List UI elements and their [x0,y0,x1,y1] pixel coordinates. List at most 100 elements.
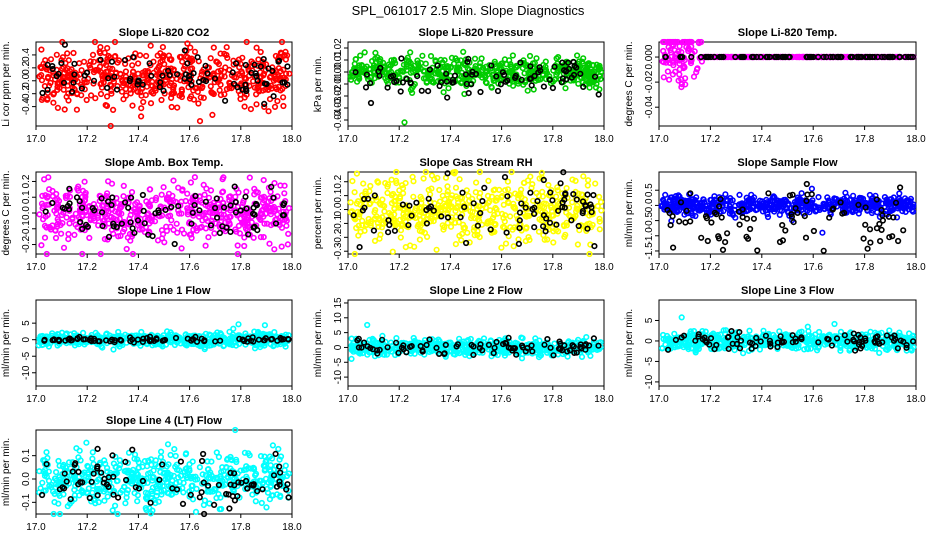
y-tick-label: 0.1 [333,188,344,202]
data-point [539,72,547,79]
x-tick-label: 17.0 [26,262,46,273]
data-point [374,178,381,185]
data-point [387,62,394,69]
flagged-point [195,78,203,86]
data-point [50,99,57,106]
flagged-point [229,69,236,76]
series-points [36,174,293,258]
data-point [153,66,160,74]
data-point [186,231,193,238]
flagged-point [512,72,519,80]
data-point [352,56,359,63]
data-point [102,61,110,69]
data-point [584,177,592,184]
data-point [147,42,154,49]
flagged-point [867,239,874,246]
data-point [551,340,558,347]
data-point [219,189,226,196]
data-point [90,58,97,65]
flagged-point [160,87,167,94]
data-point [202,225,209,232]
flagged-point [111,73,118,80]
data-point [109,65,116,72]
flagged-point [829,206,836,213]
data-point [477,190,484,197]
data-point [111,38,119,46]
flagged-point [367,79,374,87]
flagged-point [232,199,239,206]
data-point [428,172,436,179]
flagged-point [414,72,421,80]
data-point [569,199,576,206]
data-point [595,193,603,200]
data-point [389,248,396,255]
flagged-point [367,99,375,107]
data-point [280,94,287,101]
data-point [420,175,427,182]
data-point [104,68,112,75]
data-point [101,49,108,56]
flagged-point [750,215,758,222]
data-point [161,239,168,246]
data-point [476,234,483,241]
data-point [39,192,46,199]
flagged-point [573,196,580,203]
data-point [284,52,291,59]
data-point [448,54,456,62]
data-point [275,205,282,212]
data-point [509,67,516,74]
flagged-point [503,229,510,236]
y-tick-label: 0.0 [644,198,655,212]
data-point [129,102,136,109]
data-point [524,87,531,94]
data-point [824,194,831,201]
data-point [596,226,603,233]
flagged-point [765,190,772,197]
flagged-point [469,68,476,75]
flagged-point [253,200,260,208]
data-point [104,44,111,52]
data-point [849,192,857,199]
data-point [170,67,177,74]
data-point [41,234,49,241]
flagged-point [242,61,249,69]
flagged-point [803,180,810,188]
x-tick-label: 18.0 [282,262,302,273]
flagged-point [573,64,580,71]
flagged-point [356,244,363,251]
flagged-point [239,86,246,93]
flagged-point [181,47,188,54]
flagged-point [443,78,450,85]
data-point [127,237,134,244]
data-point [458,237,465,244]
data-point [200,94,207,101]
flagged-point [565,65,573,72]
flagged-point [860,235,867,242]
data-point [119,78,126,85]
data-point [71,231,78,238]
data-point [278,243,285,250]
data-point [410,193,417,200]
flagged-point [743,215,751,222]
data-point [592,180,599,187]
data-point [420,75,428,82]
data-point [281,190,288,197]
data-point [484,71,492,78]
data-point [89,51,97,59]
data-point [116,215,123,222]
flagged-point [242,193,249,200]
data-point [199,83,206,90]
y-tick-label: -5 [333,357,344,366]
data-point [180,230,188,237]
data-point [271,103,279,110]
x-tick-label: 17.4 [129,134,149,145]
data-point [261,322,269,329]
data-point [179,58,186,65]
y-axis-label: degrees C per min. [624,41,635,126]
y-tick-label: 0 [333,344,344,350]
data-point [197,94,204,101]
y-tick-label: 0.01 [333,50,344,70]
y-tick-label: 0.0 [21,206,32,220]
flagged-point [531,72,538,80]
